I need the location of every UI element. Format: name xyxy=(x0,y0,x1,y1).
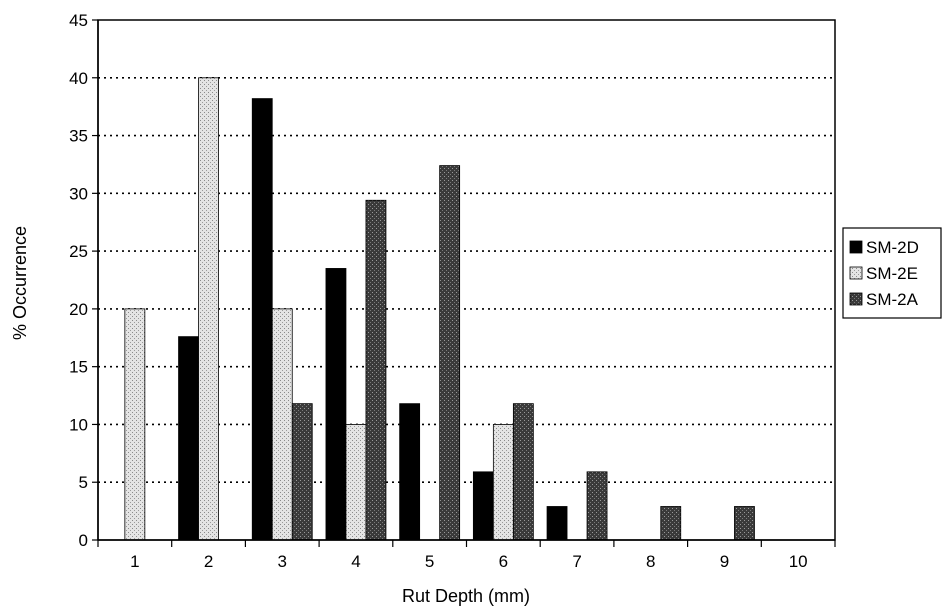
x-axis-ticks: 1 2 3 4 5 6 7 8 9 10 xyxy=(97,540,836,571)
x-tick-label: 5 xyxy=(425,552,434,571)
x-tick-label: 8 xyxy=(646,552,655,571)
bar-sm-2d xyxy=(546,506,568,541)
bar-sm-2e xyxy=(271,308,293,541)
x-tick-label: 7 xyxy=(572,552,581,571)
bar-sm-2d xyxy=(251,98,273,541)
bar-sm-2a xyxy=(291,403,313,541)
legend-label-sm-2d: SM-2D xyxy=(866,238,919,257)
bar-sm-2a xyxy=(586,471,608,541)
y-axis-title: % Occurrence xyxy=(10,226,30,340)
x-axis-title: Rut Depth (mm) xyxy=(402,586,530,606)
legend-label-sm-2a: SM-2A xyxy=(866,290,919,309)
bar-sm-2e xyxy=(198,77,219,541)
bar-sm-2d xyxy=(399,403,421,541)
bar-sm-2e xyxy=(345,424,367,541)
legend-label-sm-2e: SM-2E xyxy=(866,264,918,283)
y-tick-label: 45 xyxy=(69,11,88,30)
x-tick-label: 3 xyxy=(278,552,287,571)
bar-sm-2a xyxy=(512,403,534,541)
y-axis-ticks: 0 5 10 15 20 25 30 35 40 45 xyxy=(69,11,98,550)
bars xyxy=(124,77,755,541)
bar-sm-2a xyxy=(734,506,755,541)
y-tick-label: 30 xyxy=(69,184,88,203)
x-tick-label: 10 xyxy=(789,552,808,571)
y-tick-label: 5 xyxy=(79,473,88,492)
y-tick-label: 0 xyxy=(79,531,88,550)
bar-sm-2d xyxy=(472,471,494,541)
legend: SM-2D SM-2E SM-2A xyxy=(842,227,942,319)
bar-sm-2e xyxy=(124,308,146,541)
legend-swatch-sm-2e xyxy=(849,266,863,280)
legend-swatch-sm-2a xyxy=(849,292,863,306)
bar-sm-2d xyxy=(178,336,199,541)
bar-sm-2e xyxy=(492,424,514,541)
y-tick-label: 35 xyxy=(69,127,88,146)
x-tick-label: 6 xyxy=(499,552,508,571)
y-tick-label: 10 xyxy=(69,415,88,434)
y-tick-label: 25 xyxy=(69,242,88,261)
y-tick-label: 15 xyxy=(69,358,88,377)
bar-sm-2a xyxy=(439,165,461,541)
y-tick-label: 40 xyxy=(69,69,88,88)
bar-sm-2d xyxy=(325,268,347,541)
y-tick-label: 20 xyxy=(69,300,88,319)
bar-sm-2a xyxy=(365,199,387,541)
legend-swatch-sm-2d xyxy=(849,240,863,254)
bar-sm-2a xyxy=(660,506,682,541)
x-tick-label: 4 xyxy=(351,552,360,571)
x-tick-label: 2 xyxy=(204,552,213,571)
x-tick-label: 9 xyxy=(720,552,729,571)
x-tick-label: 1 xyxy=(130,552,139,571)
